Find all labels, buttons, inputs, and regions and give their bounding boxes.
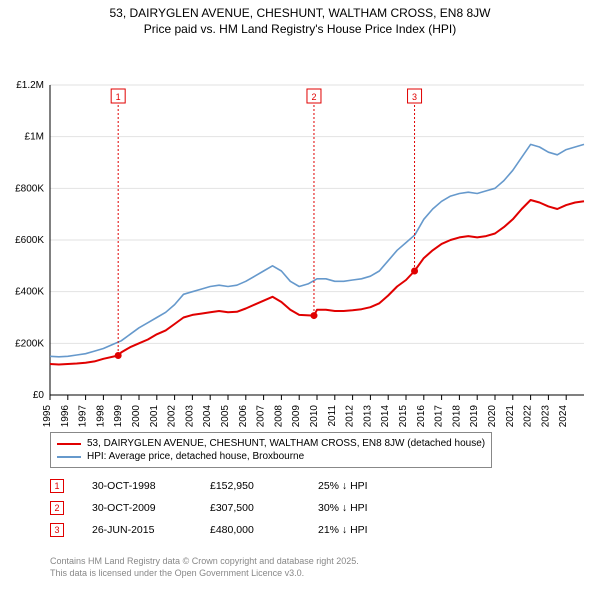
legend-swatch xyxy=(57,456,81,458)
svg-text:1996: 1996 xyxy=(60,405,71,428)
chart-container: 53, DAIRYGLEN AVENUE, CHESHUNT, WALTHAM … xyxy=(0,0,600,590)
svg-text:2: 2 xyxy=(311,92,316,102)
sale-date: 30-OCT-1998 xyxy=(92,480,182,492)
svg-text:2012: 2012 xyxy=(345,405,356,428)
sales-table: 1 30-OCT-1998 £152,950 25% ↓ HPI 2 30-OCT-200… xyxy=(50,475,398,541)
svg-text:1999: 1999 xyxy=(113,405,124,428)
svg-text:2001: 2001 xyxy=(149,405,160,428)
svg-text:2013: 2013 xyxy=(362,405,373,428)
svg-text:2020: 2020 xyxy=(487,405,498,428)
svg-text:2019: 2019 xyxy=(469,405,480,428)
svg-text:2011: 2011 xyxy=(327,405,338,427)
svg-text:3: 3 xyxy=(412,92,417,102)
svg-text:2010: 2010 xyxy=(309,405,320,428)
svg-text:1997: 1997 xyxy=(78,405,89,428)
sale-price: £307,500 xyxy=(210,502,290,514)
svg-text:2014: 2014 xyxy=(380,405,391,428)
svg-text:2004: 2004 xyxy=(202,405,213,428)
sale-date: 30-OCT-2009 xyxy=(92,502,182,514)
svg-text:£1.2M: £1.2M xyxy=(16,80,44,91)
svg-text:2007: 2007 xyxy=(256,405,267,428)
svg-text:£0: £0 xyxy=(33,390,45,401)
svg-text:1995: 1995 xyxy=(42,405,53,428)
attribution-line-1: Contains HM Land Registry data © Crown c… xyxy=(50,556,359,568)
title-line-1: 53, DAIRYGLEN AVENUE, CHESHUNT, WALTHAM … xyxy=(0,6,600,22)
chart-title: 53, DAIRYGLEN AVENUE, CHESHUNT, WALTHAM … xyxy=(0,0,600,37)
sale-price: £152,950 xyxy=(210,480,290,492)
svg-text:2002: 2002 xyxy=(167,405,178,428)
svg-text:2023: 2023 xyxy=(540,405,551,428)
svg-text:1: 1 xyxy=(116,92,121,102)
sale-marker: 1 xyxy=(50,479,64,493)
sale-diff: 25% ↓ HPI xyxy=(318,480,398,492)
line-chart: £0 £200K £400K £600K £800K £1M £1.2M 1995 1996 19… xyxy=(0,37,600,437)
svg-text:£400K: £400K xyxy=(15,287,44,298)
svg-text:2000: 2000 xyxy=(131,405,142,428)
svg-text:£800K: £800K xyxy=(15,184,44,195)
legend-item: HPI: Average price, detached house, Brox… xyxy=(57,450,485,463)
legend: 53, DAIRYGLEN AVENUE, CHESHUNT, WALTHAM … xyxy=(50,432,492,468)
svg-text:£200K: £200K xyxy=(15,339,44,350)
svg-text:2005: 2005 xyxy=(220,405,231,428)
legend-label: HPI: Average price, detached house, Brox… xyxy=(87,451,304,462)
sale-row: 1 30-OCT-1998 £152,950 25% ↓ HPI xyxy=(50,475,398,497)
sale-date: 26-JUN-2015 xyxy=(92,524,182,536)
sale-diff: 21% ↓ HPI xyxy=(318,524,398,536)
svg-text:2018: 2018 xyxy=(451,405,462,428)
svg-text:2022: 2022 xyxy=(523,405,534,428)
svg-text:£1M: £1M xyxy=(25,132,44,143)
svg-text:2006: 2006 xyxy=(238,405,249,428)
legend-swatch xyxy=(57,443,81,445)
svg-text:2015: 2015 xyxy=(398,405,409,428)
sale-marker: 3 xyxy=(50,523,64,537)
sale-price: £480,000 xyxy=(210,524,290,536)
svg-text:£600K: £600K xyxy=(15,235,44,246)
svg-text:2009: 2009 xyxy=(291,405,302,428)
svg-text:2008: 2008 xyxy=(273,405,284,428)
legend-label: 53, DAIRYGLEN AVENUE, CHESHUNT, WALTHAM … xyxy=(87,438,485,449)
svg-text:2016: 2016 xyxy=(416,405,427,428)
sale-marker: 2 xyxy=(50,501,64,515)
title-line-2: Price paid vs. HM Land Registry's House … xyxy=(0,22,600,38)
svg-text:2017: 2017 xyxy=(434,405,445,428)
attribution-line-2: This data is licensed under the Open Gov… xyxy=(50,568,359,580)
svg-text:1998: 1998 xyxy=(95,405,106,428)
sale-row: 2 30-OCT-2009 £307,500 30% ↓ HPI xyxy=(50,497,398,519)
legend-item: 53, DAIRYGLEN AVENUE, CHESHUNT, WALTHAM … xyxy=(57,437,485,450)
sale-row: 3 26-JUN-2015 £480,000 21% ↓ HPI xyxy=(50,519,398,541)
sale-diff: 30% ↓ HPI xyxy=(318,502,398,514)
svg-text:2003: 2003 xyxy=(184,405,195,428)
svg-text:2024: 2024 xyxy=(558,405,569,428)
svg-text:2021: 2021 xyxy=(505,405,516,428)
attribution: Contains HM Land Registry data © Crown c… xyxy=(50,556,359,579)
